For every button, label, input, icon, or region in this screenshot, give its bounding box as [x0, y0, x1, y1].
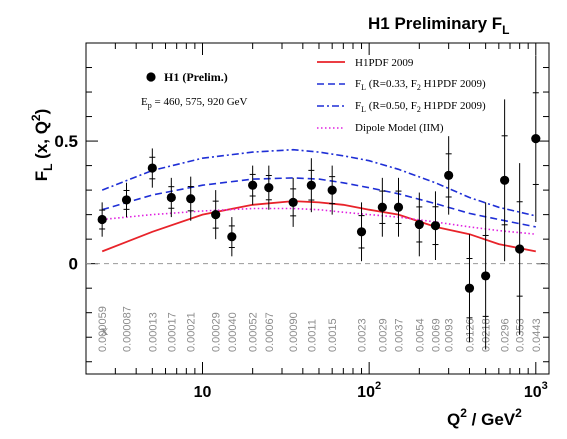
legend-label-h1pdf: H1PDF 2009 — [355, 57, 414, 69]
x-value-label: 0.0015 — [327, 318, 339, 352]
x-value-label: 0.00021 — [186, 312, 198, 352]
x-value-label: 0.0093 — [444, 318, 456, 352]
x-value-label: 0.0011 — [306, 319, 318, 352]
x-value-label: 0.0218 — [481, 318, 493, 352]
x-values-layer: 0.000059 0.000087 0.00013 0.00017 0.00021 0.0… — [97, 306, 543, 352]
data-point — [166, 192, 176, 203]
y-tick-label: 0.5 — [54, 132, 78, 151]
x-value-label: 0.0037 — [394, 318, 406, 352]
data-point — [481, 271, 491, 281]
x-tick-label: 10 — [194, 384, 212, 401]
data-point — [377, 202, 387, 212]
data-point — [356, 227, 367, 237]
x-row-label: x — [101, 324, 108, 339]
data-point — [430, 221, 441, 231]
x-value-label: 0.00067 — [264, 312, 276, 352]
chart-title: H1 Preliminary FL — [368, 14, 510, 37]
curve-dipole-iim — [102, 207, 536, 235]
x-value-label: 0.0126 — [465, 318, 477, 352]
data-point — [186, 194, 196, 204]
y-axis-label: FL (x, Q2) — [29, 109, 55, 182]
x-value-label: 0.0069 — [431, 318, 443, 352]
beam-energies-label: Ep = 460, 575, 920 GeV — [141, 96, 248, 110]
curve-fl-r050 — [101, 148, 536, 217]
x-value-label: 0.0029 — [377, 318, 389, 352]
curve-h1pdf-2009 — [101, 200, 536, 253]
data-point — [464, 283, 475, 293]
x-value-label: 0.00090 — [288, 312, 300, 352]
data-points-layer — [97, 55, 541, 350]
x-value-label: 0.0023 — [357, 318, 369, 352]
data-point — [500, 175, 510, 185]
x-value-label: 0.0443 — [531, 318, 543, 352]
legend-marker-h1-prelim — [146, 72, 156, 82]
legend: H1 (Prelim.) H1PDF 2009 FL (R=0.33, F2 H… — [146, 57, 486, 134]
x-value-label: 0.000087 — [122, 306, 134, 352]
data-point — [515, 244, 525, 254]
x-value-label: 0.0296 — [500, 318, 512, 352]
x-tick-label: 102 — [357, 380, 381, 401]
curves-layer — [101, 148, 536, 253]
data-point — [97, 214, 107, 225]
data-point — [264, 183, 274, 193]
data-point — [288, 197, 298, 207]
x-value-label: 0.00052 — [248, 312, 260, 352]
x-value-label: 0.0054 — [414, 318, 426, 352]
x-tick-label: 103 — [524, 380, 548, 401]
legend-label-dipole: Dipole Model (IIM) — [355, 122, 444, 134]
data-point — [393, 202, 404, 212]
x-value-label: 0.00040 — [227, 312, 239, 352]
curve-fl-r033 — [101, 177, 536, 228]
data-point — [227, 232, 237, 242]
plot-frame — [85, 42, 550, 375]
data-point — [121, 195, 132, 205]
data-point — [327, 185, 337, 195]
data-point — [414, 219, 424, 230]
x-value-label: 0.00013 — [147, 312, 159, 352]
legend-label-r033: FL (R=0.33, F2 H1PDF 2009) — [355, 78, 486, 92]
x-value-label: 0.00017 — [166, 312, 178, 352]
data-point — [211, 210, 221, 220]
legend-label-h1-prelim: H1 (Prelim.) — [164, 70, 228, 84]
x-value-label: 0.0353 — [515, 318, 527, 352]
data-point — [248, 180, 258, 190]
y-tick-label: 0 — [69, 255, 78, 274]
x-value-label: 0.00029 — [211, 312, 223, 352]
data-point — [444, 170, 454, 180]
x-value-label: 0.000059 — [97, 306, 109, 352]
legend-label-r050: FL (R=0.50, F2 H1PDF 2009) — [355, 100, 486, 114]
axes-layer: 10 102 103 0 0.5 — [54, 43, 549, 401]
data-point — [306, 180, 316, 190]
data-point — [147, 163, 157, 173]
data-point — [531, 134, 541, 144]
x-axis-label: Q2 / GeV2 — [447, 406, 522, 429]
